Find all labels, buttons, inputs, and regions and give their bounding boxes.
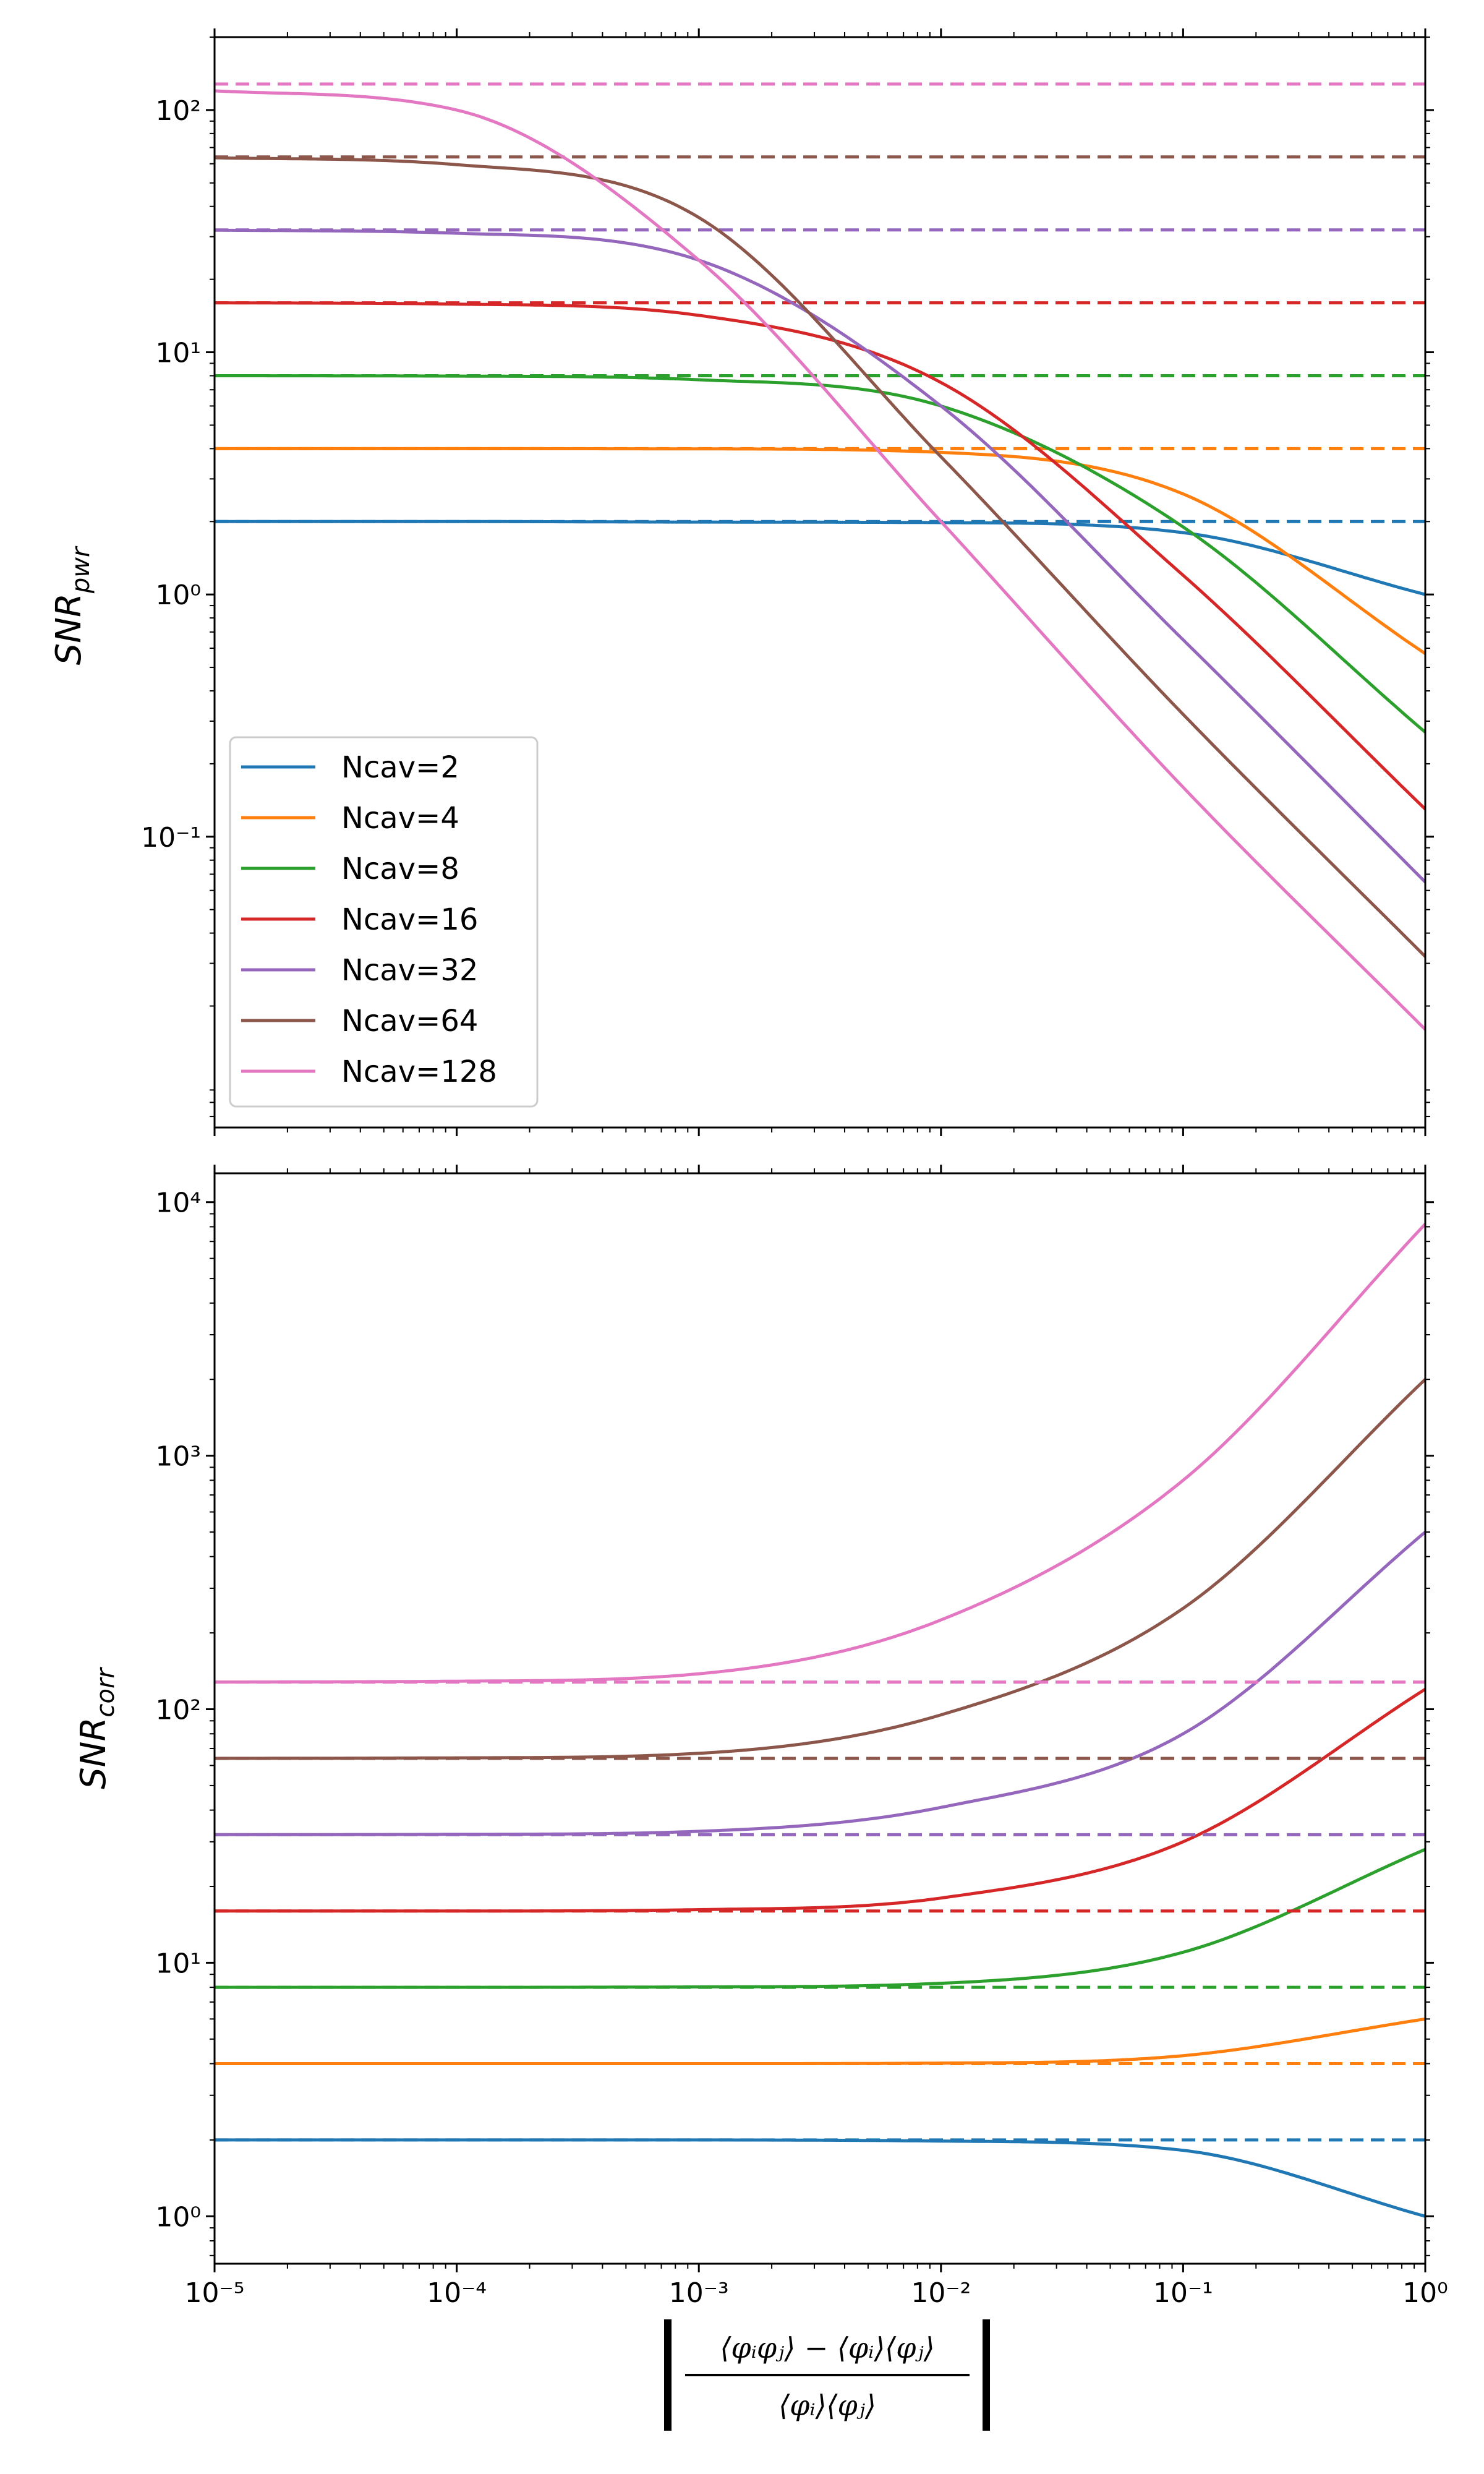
snr-corr-series bbox=[214, 1223, 1426, 2218]
legend-box bbox=[229, 736, 539, 1108]
y-tick-label: 10² bbox=[155, 95, 201, 127]
legend-label-ncav-128: Ncav=128 bbox=[341, 1055, 497, 1089]
series-line-ncav-4 bbox=[215, 2017, 1426, 2065]
series-line-ncav-8 bbox=[215, 1847, 1426, 1989]
snr-corr-ylabel-sub: corr bbox=[92, 1667, 120, 1718]
snr-corr-axes-frame bbox=[213, 1172, 1426, 2265]
series-line-ncav-2 bbox=[215, 2138, 1426, 2218]
snr-corr-panel: 10⁻⁵ 10⁻⁴ 10⁻³ 10⁻² 10⁻¹ 10⁰ 10⁰ 10¹ 10² 10³ 10⁴ S… bbox=[74, 1165, 1448, 2431]
series-line-ncav-4 bbox=[215, 447, 1426, 655]
x-label-numerator: ⟨φᵢφⱼ⟩ − ⟨φᵢ⟩⟨φⱼ⟩ bbox=[720, 2331, 934, 2365]
y-tick-label: 10¹ bbox=[155, 338, 201, 369]
y-tick-label: 10⁴ bbox=[155, 1188, 201, 1219]
x-tick-label: 10⁰ bbox=[1402, 2277, 1448, 2309]
series-line-ncav-8 bbox=[215, 374, 1426, 734]
series-line-ncav-2 bbox=[215, 520, 1426, 596]
x-axis-label: ⟨φᵢφⱼ⟩ − ⟨φᵢ⟩⟨φⱼ⟩ ⟨φᵢ⟩⟨φⱼ⟩ bbox=[664, 2319, 990, 2431]
y-tick-label: 10⁻¹ bbox=[141, 822, 201, 854]
y-tick-label: 10³ bbox=[155, 1441, 201, 1473]
series-line-ncav-16 bbox=[215, 1687, 1426, 1913]
series-line-ncav-32 bbox=[215, 1531, 1426, 1836]
series-line-ncav-128 bbox=[214, 89, 1426, 1031]
snr-pwr-ylabel: SNRpwr bbox=[49, 546, 95, 665]
x-label-denominator: ⟨φᵢ⟩⟨φⱼ⟩ bbox=[778, 2389, 876, 2422]
series-line-ncav-64 bbox=[214, 156, 1426, 958]
legend-label-ncav-16: Ncav=16 bbox=[341, 902, 478, 937]
x-tick-label: 10⁻⁵ bbox=[185, 2277, 245, 2309]
series-line-ncav-32 bbox=[214, 228, 1426, 883]
y-tick-label: 10¹ bbox=[155, 1948, 201, 1979]
snr-corr-ticks: 10⁻⁵ 10⁻⁴ 10⁻³ 10⁻² 10⁻¹ 10⁰ 10⁰ 10¹ 10² 10³ 10⁴ bbox=[155, 1165, 1448, 2309]
legend-label-ncav-2: Ncav=2 bbox=[341, 750, 459, 785]
x-tick-label: 10⁻³ bbox=[669, 2277, 729, 2309]
series-line-ncav-64 bbox=[214, 1378, 1426, 1760]
snr-pwr-ylabel-main: SNR bbox=[49, 593, 89, 665]
legend-label-ncav-64: Ncav=64 bbox=[341, 1004, 478, 1038]
snr-corr-ylabel: SNRcorr bbox=[74, 1667, 120, 1789]
snr-pwr-series bbox=[214, 82, 1426, 1031]
snr-pwr-axes-frame bbox=[213, 36, 1426, 1129]
snr-pwr-ylabel-sub: pwr bbox=[67, 546, 95, 594]
y-tick-label: 10⁰ bbox=[155, 2201, 201, 2233]
legend-label-ncav-32: Ncav=32 bbox=[341, 953, 478, 988]
legend-label-ncav-4: Ncav=4 bbox=[341, 801, 459, 836]
snr-pwr-ticks: 10⁻¹ 10⁰ 10¹ 10² bbox=[141, 28, 1434, 1136]
series-line-ncav-128 bbox=[214, 1223, 1426, 1684]
x-tick-label: 10⁻¹ bbox=[1153, 2277, 1213, 2309]
x-tick-label: 10⁻⁴ bbox=[427, 2277, 487, 2309]
y-tick-label: 10⁰ bbox=[155, 580, 201, 611]
series-line-ncav-16 bbox=[215, 301, 1426, 810]
y-tick-label: 10² bbox=[155, 1695, 201, 1726]
snr-corr-ylabel-main: SNR bbox=[74, 1718, 114, 1789]
x-tick-label: 10⁻² bbox=[911, 2277, 971, 2309]
legend-label-ncav-8: Ncav=8 bbox=[341, 852, 459, 886]
legend: Ncav=2 Ncav=4 Ncav=8 Ncav=16 Ncav=32 Ncav=64 N… bbox=[229, 736, 539, 1108]
